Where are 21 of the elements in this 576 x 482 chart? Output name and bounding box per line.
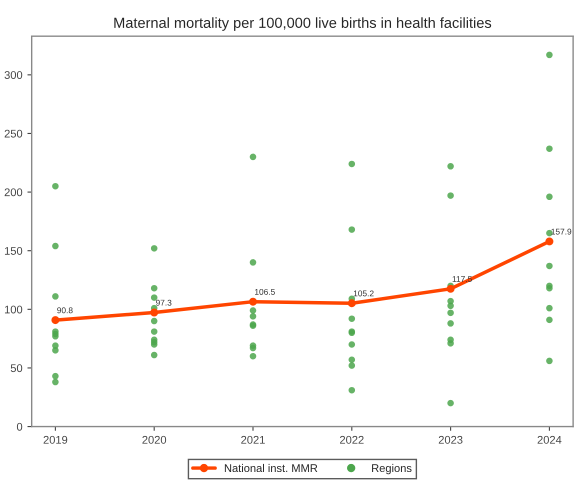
data-label: 106.5 [255, 288, 275, 295]
y-tick-label: 150 [4, 246, 22, 255]
data-label: 105.2 [354, 290, 374, 296]
x-tick-label: 2020 [142, 436, 166, 444]
x-tick-label: 2024 [538, 436, 562, 444]
legend-label: National inst. MMR [224, 464, 318, 472]
data-label: 90.8 [57, 307, 73, 314]
chart-title: Maternal mortality per 100,000 live births in health facilities [114, 17, 492, 31]
y-tick-label: 0 [16, 422, 22, 431]
y-tick-label: 300 [4, 71, 22, 79]
y-tick-label: 100 [4, 306, 22, 314]
legend-label: Regions [372, 464, 412, 474]
x-tick-label: 2019 [44, 436, 68, 444]
y-tick-label: 50 [10, 364, 22, 372]
y-tick-label: 250 [4, 130, 22, 138]
x-tick-label: 2021 [241, 436, 265, 444]
data-label: 157.9 [551, 228, 572, 235]
data-label: 97.3 [156, 300, 172, 306]
y-tick-label: 200 [4, 188, 22, 196]
x-tick-label: 2022 [340, 436, 364, 444]
x-tick-label: 2023 [438, 436, 462, 444]
